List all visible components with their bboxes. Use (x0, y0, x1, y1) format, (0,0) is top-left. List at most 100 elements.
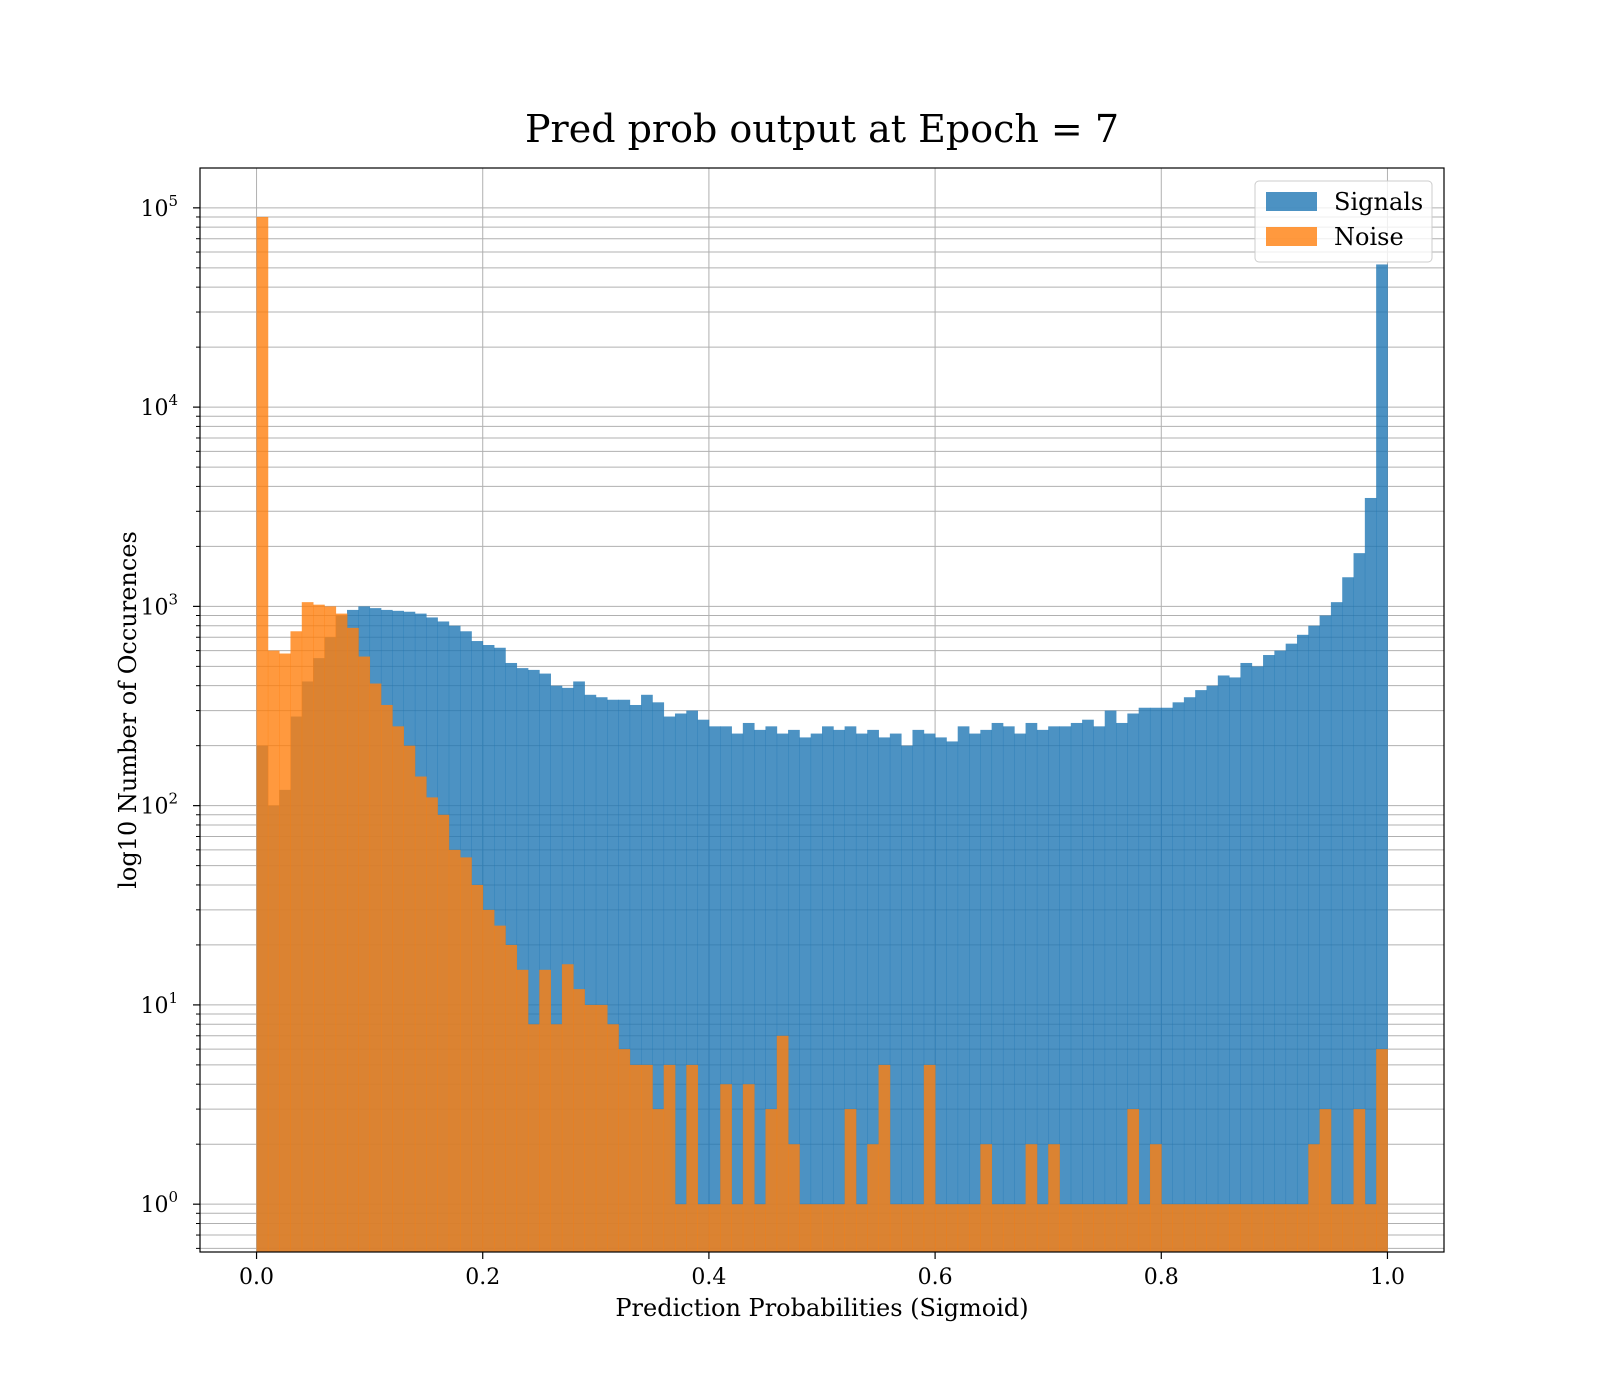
bar-noise (1330, 1204, 1343, 1252)
bar-signals (550, 685, 563, 1252)
bar-signals (1296, 634, 1309, 1252)
bar-signals (1263, 655, 1275, 1252)
bar-noise (505, 944, 518, 1252)
bar-noise (1364, 1204, 1377, 1252)
x-tick-label: 0.4 (691, 1265, 726, 1290)
bar-signals (708, 726, 721, 1252)
bar-signals (1330, 602, 1343, 1252)
y-tick-label: 102 (140, 790, 178, 820)
bar-noise (380, 704, 393, 1252)
x-axis-title: Prediction Probabilities (Sigmoid) (615, 1294, 1028, 1322)
bar-noise (369, 683, 382, 1252)
x-tick-label: 0.0 (239, 1265, 274, 1290)
bar-signals (674, 713, 687, 1252)
bar-noise (1149, 1144, 1162, 1252)
bar-noise (1036, 1204, 1049, 1252)
legend: Signals Noise (1254, 180, 1433, 263)
bar-signals (584, 694, 597, 1252)
y-tick-label: 104 (140, 391, 178, 421)
legend-label-signals: Signals (1334, 188, 1423, 216)
bar-signals (1036, 729, 1049, 1252)
legend-swatch-noise (1266, 227, 1317, 246)
bar-noise (1240, 1204, 1253, 1252)
bar-signals (822, 726, 834, 1252)
bar-signals (844, 726, 857, 1252)
bar-signals (663, 716, 676, 1252)
bar-signals (720, 726, 732, 1252)
bar-signals (1014, 733, 1026, 1252)
y-tick-label: 103 (140, 590, 178, 620)
bar-noise (674, 1204, 687, 1252)
bar-noise (1263, 1204, 1275, 1252)
bar-signals (923, 733, 936, 1252)
bar-noise (1342, 1204, 1354, 1252)
bar-noise (799, 1204, 812, 1252)
bar-noise (1353, 1109, 1366, 1252)
bar-noise (946, 1204, 959, 1252)
bar-signals (1127, 713, 1140, 1252)
bar-noise (822, 1204, 834, 1252)
bar-noise (527, 1024, 540, 1252)
bar-noise (708, 1204, 721, 1252)
bar-noise (731, 1204, 744, 1252)
bar-noise (1161, 1204, 1173, 1252)
bar-noise (810, 1204, 823, 1252)
bar-signals (539, 673, 551, 1252)
bar-noise (267, 650, 280, 1252)
bar-signals (799, 737, 812, 1252)
x-tick-label: 1.0 (1370, 1265, 1405, 1290)
bar-signals (889, 733, 902, 1252)
bar-signals (731, 733, 744, 1252)
bar-noise (878, 1064, 891, 1252)
bar-noise (663, 1064, 676, 1252)
bar-noise (1229, 1204, 1241, 1252)
bar-noise (584, 1004, 597, 1252)
bar-signals (1161, 707, 1173, 1252)
bar-signals (607, 699, 619, 1252)
legend-label-noise: Noise (1334, 223, 1404, 251)
bar-noise (561, 964, 574, 1252)
bar-signals (697, 719, 710, 1252)
bar-signals (1116, 722, 1128, 1252)
bar-noise (991, 1204, 1004, 1252)
bar-noise (403, 745, 416, 1252)
y-axis: 100 101 102 103 104 105 (140, 192, 200, 1249)
bar-signals (912, 729, 925, 1252)
bar-noise (1319, 1109, 1332, 1252)
bar-noise (720, 1084, 732, 1252)
y-tick-label: 105 (140, 192, 178, 222)
bar-noise (1070, 1204, 1083, 1252)
bar-noise (335, 613, 348, 1252)
bar-noise (901, 1204, 913, 1252)
bar-noise (256, 216, 269, 1252)
bar-noise (957, 1204, 970, 1252)
bar-noise (1002, 1204, 1015, 1252)
bar-signals (1240, 662, 1253, 1252)
plot-frame (199, 167, 1445, 1253)
x-tick-label: 0.8 (1144, 1265, 1179, 1290)
bar-noise (539, 969, 551, 1252)
x-tick-label: 0.2 (465, 1265, 500, 1290)
bar-noise (1308, 1144, 1320, 1252)
bar-noise (426, 797, 438, 1252)
bar-signals (1059, 726, 1072, 1252)
bar-noise (1048, 1144, 1060, 1252)
bar-signals (788, 729, 800, 1252)
bar-noise (290, 631, 303, 1252)
bar-signals (1138, 707, 1151, 1252)
bar-noise (980, 1144, 993, 1252)
bar-signals (1342, 577, 1354, 1252)
bar-signals (1172, 702, 1185, 1252)
chart-title: Pred prob output at Epoch = 7 (525, 107, 1119, 151)
bar-noise (313, 604, 325, 1252)
bar-signals (833, 729, 846, 1252)
bar-noise (347, 627, 359, 1252)
bar-noise (686, 1064, 698, 1252)
bar-noise (618, 1049, 631, 1252)
bar-noise (1059, 1204, 1072, 1252)
bar-signals (1082, 719, 1094, 1252)
bar-signals (855, 733, 868, 1252)
bar-signals (641, 694, 653, 1252)
bar-noise (1082, 1204, 1094, 1252)
